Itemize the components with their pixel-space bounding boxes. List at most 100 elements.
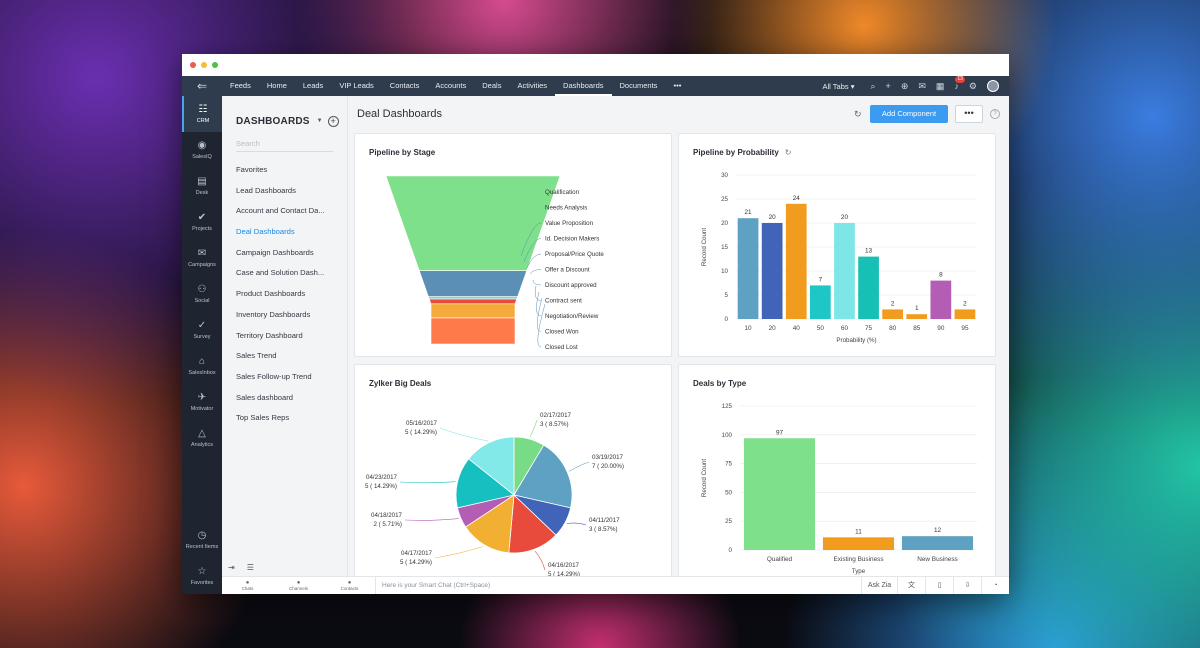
rail-item-projects[interactable]: ✔ Projects <box>182 204 222 240</box>
pie-label-connector <box>399 481 456 484</box>
gear-icon[interactable]: ⚙ <box>968 80 977 91</box>
bar-value-label: 12 <box>934 527 942 534</box>
pie-slice[interactable] <box>455 458 515 509</box>
pie-slice[interactable] <box>513 444 573 509</box>
bell-icon[interactable]: ♪ 13 <box>954 76 965 91</box>
help-icon[interactable]: ? <box>990 109 1000 119</box>
tab-vip-leads[interactable]: VIP Leads <box>339 81 374 90</box>
dashboard-list-item[interactable]: Account and Contact Da... <box>236 206 325 216</box>
rail-item-favorites[interactable]: ☆ Favorites <box>182 558 222 594</box>
bottom-tab-chats[interactable]: ● Chats <box>222 580 273 592</box>
bar[interactable] <box>743 438 816 550</box>
pie-slice[interactable] <box>465 494 515 554</box>
search-icon[interactable]: ⌕ <box>870 80 876 91</box>
avatar[interactable] <box>987 80 999 92</box>
tab-deals[interactable]: Deals <box>482 81 502 90</box>
dashboard-list-item[interactable]: Territory Dashboard <box>236 330 303 340</box>
bar[interactable] <box>785 203 807 319</box>
notification-badge: 13 <box>955 76 965 83</box>
rail-item-recent-items[interactable]: ◷ Recent Items <box>182 522 222 558</box>
bar[interactable] <box>906 314 928 319</box>
rail-item-social[interactable]: ⚇ Social <box>182 276 222 312</box>
document-icon[interactable]: ▯ <box>925 576 953 594</box>
rail-item-salesiq[interactable]: ◉ SalesIQ <box>182 132 222 168</box>
bar[interactable] <box>822 537 895 550</box>
dashboard-list-item[interactable]: Sales Trend <box>236 351 277 361</box>
add-dashboard-icon[interactable]: + <box>327 115 339 127</box>
funnel-segment[interactable] <box>430 317 516 345</box>
dashboard-list-item[interactable]: Favorites <box>236 165 268 174</box>
bar[interactable] <box>930 280 952 319</box>
funnel-label-connector <box>537 303 546 348</box>
rail-item-survey[interactable]: ✓ Survey <box>182 312 222 348</box>
rail-item-desk[interactable]: ▤ Desk <box>182 168 222 204</box>
minimize-window-button[interactable] <box>201 62 207 68</box>
calendar-icon[interactable]: ▦ <box>935 80 945 91</box>
rail-item-campaigns[interactable]: ✉ Campaigns <box>182 240 222 276</box>
bar[interactable] <box>737 218 759 319</box>
bar[interactable] <box>882 309 904 319</box>
tab-accounts[interactable]: Accounts <box>435 81 467 90</box>
bar[interactable] <box>834 223 855 319</box>
all-tabs-dropdown[interactable]: All Tabs ▾ <box>822 81 855 91</box>
maximize-window-button[interactable] <box>212 62 218 68</box>
expand-panel-icon[interactable]: ⇥ <box>228 562 235 572</box>
tab-home[interactable]: Home <box>266 81 287 90</box>
refresh-icon[interactable]: ↻ <box>784 148 792 157</box>
funnel-segment[interactable] <box>430 303 516 319</box>
plus-icon[interactable]: + <box>885 81 891 91</box>
bar[interactable] <box>809 285 831 319</box>
funnel-segment[interactable] <box>428 298 518 305</box>
bottom-tab-channels[interactable]: ● Channels <box>273 580 324 592</box>
funnel-segment[interactable] <box>385 175 561 271</box>
tab-more[interactable]: ••• <box>673 81 682 90</box>
gamepad-icon[interactable]: ⊕ <box>900 80 909 91</box>
rail-item-crm[interactable]: ☷ CRM <box>182 96 222 132</box>
tab-feeds[interactable]: Feeds <box>230 81 251 90</box>
rail-item-motivator[interactable]: ✈ Motivator <box>182 384 222 420</box>
add-component-button[interactable]: Add Component <box>870 105 948 123</box>
more-options-button[interactable]: ••• <box>955 105 983 123</box>
bar-value-label: 11 <box>855 528 862 535</box>
dashboard-list-item[interactable]: Top Sales Reps <box>236 413 290 423</box>
dashboard-list-item[interactable]: Inventory Dashboards <box>236 309 311 319</box>
tab-leads[interactable]: Leads <box>302 81 324 90</box>
pie-slice[interactable] <box>468 436 515 496</box>
rail-item-salesinbox[interactable]: ⌂ SalesInbox <box>182 348 222 384</box>
refresh-icon[interactable]: ↻ <box>854 109 862 119</box>
funnel-stage-label: Offer a Discount <box>545 267 590 274</box>
dashboard-list-item[interactable]: Lead Dashboards <box>236 185 296 195</box>
dashboard-list-item[interactable]: Case and Solution Dash... <box>236 268 325 278</box>
back-arrow-icon[interactable]: ⇐ <box>196 79 208 93</box>
bar[interactable] <box>954 309 976 319</box>
pie-slice-value: 7 ( 20.00%) <box>592 463 624 470</box>
dashboard-list-item[interactable]: Sales Follow-up Trend <box>236 371 312 381</box>
x-tick-label: Existing Business <box>833 556 883 563</box>
tab-documents[interactable]: Documents <box>619 81 658 90</box>
mail-icon[interactable]: ✉ <box>918 80 926 91</box>
bar[interactable] <box>858 256 879 319</box>
dashboard-search-input[interactable]: Search <box>236 136 333 152</box>
funnel-segment[interactable] <box>428 296 518 300</box>
sort-list-icon[interactable]: ☰ <box>246 562 254 572</box>
tab-dashboards[interactable]: Dashboards <box>555 76 612 96</box>
translate-icon[interactable]: 文 <box>897 576 925 594</box>
dashboard-list-item[interactable]: Product Dashboards <box>236 289 306 299</box>
ask-zia-button[interactable]: Ask Zia <box>861 576 897 594</box>
dashboard-list-item[interactable]: Sales dashboard <box>236 392 293 402</box>
smart-chat-input[interactable]: Here is your Smart Chat (Ctrl+Space) <box>375 576 861 594</box>
download-icon[interactable]: ⇩ <box>953 576 981 594</box>
dashboard-list-item[interactable]: Campaign Dashboards <box>236 247 314 257</box>
bottom-tab-contacts[interactable]: ● Contacts <box>324 580 375 592</box>
bar[interactable] <box>761 223 783 319</box>
dashboard-list-item[interactable]: Deal Dashboards <box>236 227 295 237</box>
alarm-icon[interactable]: ◔ <box>981 576 1009 594</box>
bar[interactable] <box>901 536 974 550</box>
tab-contacts[interactable]: Contacts <box>389 81 420 90</box>
close-window-button[interactable] <box>190 62 196 68</box>
tab-activities[interactable]: Activities <box>517 81 548 90</box>
funnel-segment[interactable] <box>418 270 528 297</box>
rail-item-analytics[interactable]: △ Analytics <box>182 420 222 456</box>
pie-slice[interactable] <box>508 494 557 554</box>
chevron-down-icon[interactable]: ▼ <box>316 118 323 124</box>
